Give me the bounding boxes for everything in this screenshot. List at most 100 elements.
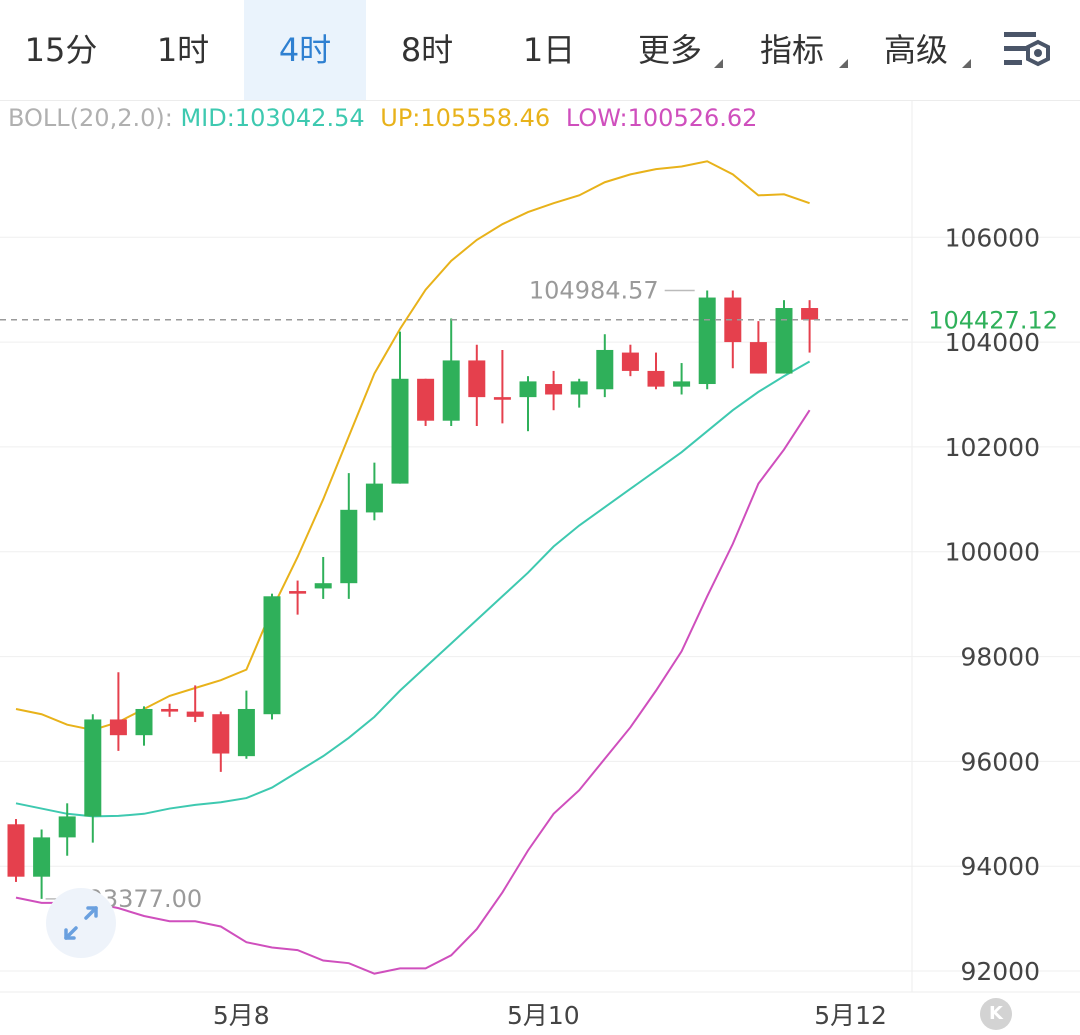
price-tick-label: 98000 — [960, 643, 1040, 672]
dropdown-caret-icon — [714, 59, 723, 68]
k-logo-icon: K — [980, 998, 1012, 1030]
current-price-badge — [914, 301, 1080, 338]
candle-body — [621, 352, 639, 371]
candle[interactable] — [724, 290, 742, 369]
candle[interactable] — [161, 703, 179, 717]
candle[interactable] — [417, 378, 435, 426]
dropdown-caret-icon — [962, 59, 971, 68]
candle[interactable] — [570, 378, 588, 408]
boll-legend-label: BOLL(20,2.0): — [8, 104, 173, 132]
candle-body — [7, 824, 25, 877]
boll-upper-line — [15, 160, 810, 731]
tab-4h[interactable]: 4时 — [244, 0, 366, 100]
tab-advanced-label: 高级 — [884, 31, 949, 69]
candle-body — [647, 370, 665, 387]
price-tick-label: 92000 — [960, 957, 1040, 986]
candle[interactable] — [314, 556, 332, 599]
candle[interactable] — [673, 363, 691, 395]
chart-settings-icon — [1004, 32, 1050, 67]
candle[interactable] — [801, 300, 819, 353]
candle-body — [698, 297, 716, 385]
candle-body — [33, 837, 51, 877]
candle-body — [135, 708, 153, 736]
candle-body — [545, 384, 563, 395]
boll-low-value: LOW:100526.62 — [565, 104, 758, 132]
boll-mid-value: MID:103042.54 — [180, 104, 365, 132]
candle[interactable] — [7, 819, 25, 882]
candle-body — [58, 816, 76, 838]
candle-body — [673, 381, 691, 387]
price-tick-label: 106000 — [945, 223, 1040, 252]
candle[interactable] — [519, 376, 537, 432]
candle[interactable] — [84, 714, 102, 843]
candle-body — [289, 591, 307, 594]
candle[interactable] — [621, 344, 639, 377]
chart-settings-button[interactable] — [1000, 28, 1056, 72]
date-tick-label: 5月8 — [213, 1001, 270, 1030]
candle[interactable] — [493, 349, 511, 424]
candle[interactable] — [109, 672, 127, 751]
boll-up-value: UP:105558.46 — [380, 104, 551, 132]
candle-body — [84, 719, 102, 817]
candle-body — [442, 360, 460, 421]
candle-body — [314, 583, 332, 589]
timeframe-tab-bar: 15分 1时 4时 8时 1日 更多 指标 高级 — [0, 0, 1080, 101]
price-tick-label: 96000 — [960, 747, 1040, 776]
candle[interactable] — [263, 593, 281, 720]
candle-body — [109, 719, 127, 736]
candle[interactable] — [33, 829, 51, 899]
candle-body — [417, 378, 435, 421]
candle[interactable] — [58, 803, 76, 856]
tab-1h[interactable]: 1时 — [156, 31, 210, 69]
candle[interactable] — [596, 334, 614, 398]
candle-body — [775, 308, 793, 374]
candle-body — [519, 381, 537, 398]
candle[interactable] — [391, 331, 409, 484]
price-tick-label: 100000 — [945, 538, 1040, 567]
candle-body — [391, 378, 409, 484]
candle-body — [493, 397, 511, 400]
candle[interactable] — [698, 290, 716, 390]
tab-15min[interactable]: 15分 — [24, 31, 98, 69]
tab-indicators-label: 指标 — [760, 31, 825, 69]
current-price-label: 104427.12 — [928, 307, 1058, 335]
tab-advanced[interactable]: 高级 — [884, 0, 984, 100]
candle[interactable] — [442, 318, 460, 426]
dropdown-caret-icon — [839, 59, 848, 68]
candle-body — [212, 714, 230, 754]
date-tick-label: 5月12 — [814, 1001, 887, 1030]
candle-body — [365, 483, 383, 513]
candle-body — [237, 708, 255, 757]
price-tick-label: 104000 — [945, 328, 1040, 357]
candle-body — [570, 381, 588, 395]
candle-body — [801, 308, 819, 320]
candle[interactable] — [186, 685, 204, 723]
candle[interactable] — [365, 462, 383, 521]
candle-body — [186, 711, 204, 717]
boll-middle-line — [15, 360, 811, 818]
candle[interactable] — [135, 706, 153, 746]
boll-lower-line — [15, 409, 811, 975]
candle[interactable] — [212, 711, 230, 772]
fullscreen-button[interactable] — [46, 888, 116, 958]
candle[interactable] — [468, 344, 486, 426]
candle[interactable] — [545, 370, 563, 411]
tab-indicators[interactable]: 指标 — [760, 0, 860, 100]
candle-body — [161, 708, 179, 712]
expand-arrows-icon — [64, 906, 98, 940]
candle[interactable] — [775, 300, 793, 374]
candle-body — [596, 349, 614, 390]
tab-more-label: 更多 — [638, 31, 703, 69]
candle[interactable] — [749, 321, 767, 374]
candle[interactable] — [647, 352, 665, 390]
tab-8h[interactable]: 8时 — [400, 31, 454, 69]
high-marker-label: 104984.57 — [529, 276, 659, 304]
candle[interactable] — [289, 580, 307, 615]
candle[interactable] — [340, 473, 358, 599]
price-tick-label: 102000 — [945, 433, 1040, 462]
boll-legend: BOLL(20,2.0): MID:103042.54 UP:105558.46… — [8, 104, 757, 132]
tab-1d[interactable]: 1日 — [522, 31, 576, 69]
candle[interactable] — [237, 690, 255, 759]
tab-more[interactable]: 更多 — [638, 0, 738, 100]
